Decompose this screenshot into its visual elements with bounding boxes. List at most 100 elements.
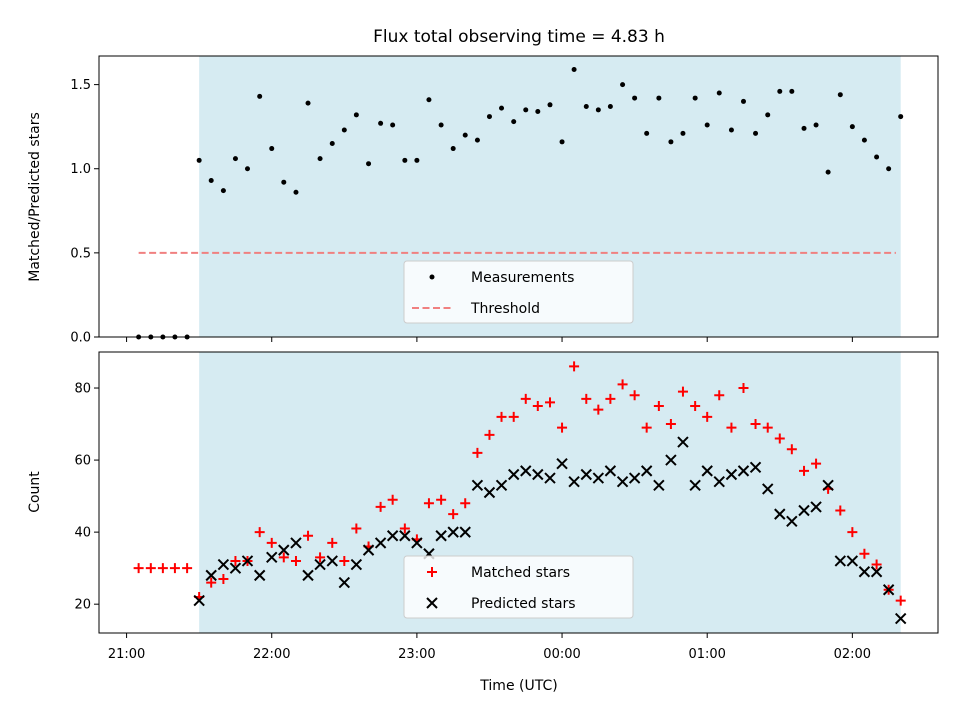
bottom-series-1-point xyxy=(193,594,205,607)
bottom-series-0-point xyxy=(774,433,785,444)
bottom-legend-box xyxy=(403,555,634,619)
bottom-series-0-point xyxy=(544,397,555,408)
bottom-series-0-point xyxy=(641,422,652,433)
bottom-series-1-point xyxy=(713,475,725,488)
top-series-0-point xyxy=(680,130,686,136)
bottom-series-0-point xyxy=(315,552,326,563)
top-ytick-label: 1.0 xyxy=(70,162,91,177)
bottom-series-0-point xyxy=(762,422,773,433)
bottom-series-1-point xyxy=(894,612,907,625)
bottom-legend-marker xyxy=(427,567,437,577)
top-y-axis-label: Matched/Predicted stars xyxy=(27,112,43,282)
top-series-0-point xyxy=(789,88,795,94)
top-series-0-point xyxy=(837,92,843,98)
bottom-series-1-point xyxy=(362,544,375,556)
bottom-ytick-label: 40 xyxy=(74,526,91,541)
bottom-series-0-point xyxy=(557,422,568,433)
bottom-legend-marker xyxy=(426,597,438,609)
bottom-series-0-point xyxy=(303,530,314,541)
bottom-series-0-point xyxy=(581,393,592,404)
bottom-series-1-point xyxy=(810,501,822,513)
bottom-series-1-point xyxy=(774,508,786,520)
top-series-0-point xyxy=(390,122,396,128)
bottom-series-1-point xyxy=(290,537,302,549)
top-legend-label: Measurements xyxy=(471,270,574,286)
bottom-series-0-point xyxy=(399,523,410,534)
top-series-0-point xyxy=(293,189,299,195)
bottom-series-0-point xyxy=(629,390,640,401)
top-series-0-point xyxy=(801,125,807,131)
bottom-series-1-point xyxy=(338,576,351,589)
bottom-series-0-point xyxy=(508,411,519,422)
bottom-series-0-point xyxy=(835,505,846,516)
bottom-series-1-point xyxy=(241,555,254,567)
top-series-0-point xyxy=(656,95,662,101)
top-series-0-point xyxy=(474,137,480,143)
bottom-series-1-point xyxy=(399,530,411,542)
top-series-0-point xyxy=(777,88,783,94)
bottom-ytick-label: 20 xyxy=(74,598,91,613)
bottom-series-1-point xyxy=(411,537,423,549)
bottom-series-0-point xyxy=(169,563,180,574)
bottom-series-1-point xyxy=(592,472,605,484)
bottom-series-1-point xyxy=(447,526,459,538)
bottom-series-1-point xyxy=(616,475,629,488)
bottom-series-0-point xyxy=(254,527,265,538)
xtick-label: 01:00 xyxy=(688,647,725,662)
top-series-0-point xyxy=(511,119,517,125)
top-ytick-label: 0.5 xyxy=(70,246,91,261)
bottom-series-1-point xyxy=(374,537,387,549)
top-series-0-point xyxy=(595,107,601,113)
top-series-0-point xyxy=(317,156,323,162)
bottom-series-0-point xyxy=(811,458,822,469)
bottom-series-1-point xyxy=(544,472,556,484)
bottom-y-axis-label: Count xyxy=(27,471,43,513)
bottom-series-0-point xyxy=(520,393,531,404)
bottom-legend-label: Predicted stars xyxy=(471,596,576,612)
xtick-label: 02:00 xyxy=(834,647,871,662)
bottom-series-1-point xyxy=(870,566,883,578)
bottom-series-1-point xyxy=(798,504,810,517)
bottom-series-1-point xyxy=(532,468,544,481)
top-series-0-point xyxy=(668,139,674,145)
bottom-series-1-point xyxy=(266,551,278,564)
bottom-series-0-point xyxy=(182,563,193,574)
top-series-0-point xyxy=(765,112,771,118)
top-series-0-point xyxy=(378,120,384,126)
bottom-series-0-point xyxy=(593,404,604,415)
bottom-series-0-point xyxy=(230,555,241,566)
bottom-series-1-point xyxy=(217,558,230,571)
bottom-series-0-point xyxy=(859,548,870,559)
top-series-0-point xyxy=(220,188,226,194)
bottom-series-1-point xyxy=(350,558,363,571)
top-series-0-point xyxy=(692,95,698,101)
bottom-series-0-point xyxy=(895,595,906,606)
bottom-series-1-point xyxy=(556,457,568,470)
top-legend-box xyxy=(403,260,634,324)
bottom-series-0-point xyxy=(448,509,459,520)
bottom-series-1-point xyxy=(435,530,447,542)
top-series-0-point xyxy=(341,127,347,133)
top-series-0-point xyxy=(559,139,565,145)
top-series-0-point xyxy=(450,146,456,152)
bottom-series-1-point xyxy=(640,465,653,477)
bottom-series-0-point xyxy=(339,555,350,566)
bottom-series-1-point xyxy=(689,479,701,492)
top-series-0-point xyxy=(607,103,613,109)
bottom-series-0-point xyxy=(423,498,434,509)
bottom-series-1-point xyxy=(665,454,677,466)
top-series-0-point xyxy=(583,103,589,109)
bottom-series-1-point xyxy=(314,558,326,571)
bottom-series-0-point xyxy=(786,444,797,455)
xtick-label: 23:00 xyxy=(398,647,435,662)
bottom-series-0-point xyxy=(847,527,858,538)
bottom-series-0-point xyxy=(605,393,616,404)
bottom-series-1-point xyxy=(386,530,399,542)
bottom-series-0-point xyxy=(436,494,447,505)
top-series-0-point xyxy=(305,100,311,106)
bottom-series-1-point xyxy=(508,468,520,481)
bottom-series-1-point xyxy=(520,465,532,477)
bottom-series-0-point xyxy=(714,390,725,401)
bottom-series-0-point xyxy=(206,577,217,588)
